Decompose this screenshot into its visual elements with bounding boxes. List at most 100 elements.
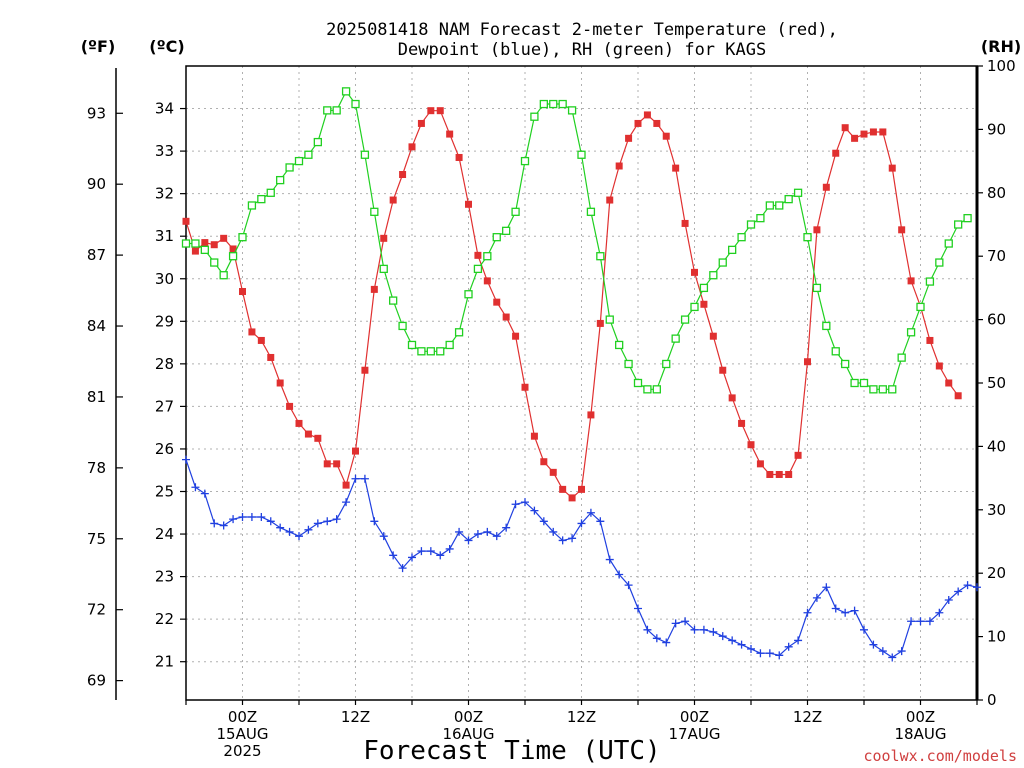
temperature-point — [643, 111, 651, 119]
fahrenheit-tick-label: 72 — [87, 601, 106, 619]
rh-point — [210, 258, 219, 267]
rh-point — [454, 328, 464, 337]
rh-tick-label: 100 — [987, 57, 1016, 75]
dewpoint-point — [775, 651, 784, 660]
temperature-point — [220, 234, 228, 242]
rh-point — [728, 245, 737, 255]
temperature-point — [342, 481, 350, 489]
celsius-axis-unit: (ºC) — [149, 37, 184, 56]
rh-point — [869, 385, 878, 394]
rh-tick-label: 20 — [987, 564, 1006, 582]
temperature-point — [907, 277, 915, 285]
temperature-point — [304, 430, 312, 438]
rh-tick-label: 60 — [987, 311, 1006, 329]
dewpoint-point — [690, 625, 699, 634]
x-tick-label: 00Z — [228, 708, 257, 726]
rh-point — [916, 302, 925, 312]
rh-point — [765, 201, 774, 210]
rh-point — [276, 175, 285, 185]
celsius-tick-label: 21 — [155, 653, 174, 671]
dewpoint-point — [473, 530, 482, 539]
rh-point — [605, 315, 614, 324]
dewpoint-point — [963, 581, 972, 590]
celsius-tick-label: 30 — [155, 270, 174, 288]
dewpoint-point — [634, 604, 642, 613]
temperature-point — [869, 128, 877, 136]
rh-point — [389, 296, 398, 305]
grid-lines — [185, 66, 978, 700]
dewpoint-point — [850, 606, 859, 615]
rh-point — [426, 347, 435, 356]
dewpoint-point — [652, 634, 661, 643]
dewpoint-point — [200, 489, 209, 498]
temperature-point — [822, 183, 830, 191]
dewpoint-point — [257, 513, 266, 522]
fahrenheit-axis-unit: (ºF) — [81, 37, 116, 56]
dewpoint-point — [351, 474, 360, 483]
dewpoint-point — [370, 517, 379, 526]
chart-title-line-2: Dewpoint (blue), RH (green) for KAGS — [398, 40, 766, 60]
rh-tick-label: 90 — [987, 120, 1006, 138]
temperature-point — [898, 226, 906, 234]
rh-point — [539, 99, 548, 109]
temperature-point — [295, 419, 303, 427]
dewpoint-point — [624, 581, 633, 590]
dewpoint-point — [483, 527, 492, 536]
dewpoint-point — [925, 617, 934, 626]
temperature-point — [578, 485, 585, 493]
rh-axis-unit: (RH) — [981, 37, 1021, 56]
temperature-point — [512, 332, 520, 340]
temperature-point — [474, 251, 482, 259]
rh-point — [360, 150, 370, 159]
dewpoint-point — [408, 553, 416, 562]
celsius-tick-label: 22 — [155, 610, 174, 628]
fahrenheit-tick-label: 81 — [87, 388, 106, 406]
fahrenheit-tick-label: 75 — [87, 530, 106, 548]
rh-point — [417, 347, 426, 356]
rh-tick-label: 10 — [987, 628, 1006, 646]
dewpoint-point — [511, 500, 520, 509]
rh-point — [756, 214, 765, 223]
dewpoint-point — [765, 649, 774, 658]
dewpoint-point — [897, 647, 906, 656]
temperature-point — [672, 164, 680, 172]
celsius-tick-label: 28 — [155, 355, 174, 373]
rh-point — [671, 334, 680, 343]
temperature-point — [483, 277, 491, 285]
temperature-point — [493, 298, 501, 306]
x-tick-label: 12Z — [567, 708, 596, 726]
rh-point — [841, 359, 850, 369]
temperature-point — [813, 226, 821, 234]
celsius-tick-label: 32 — [155, 185, 174, 203]
x-tick-label: 18AUG — [895, 725, 947, 743]
temperature-point — [380, 234, 388, 242]
rh-point — [200, 245, 209, 255]
rh-point — [549, 99, 558, 109]
rh-point — [633, 378, 643, 388]
temperature-point — [804, 358, 811, 366]
fahrenheit-tick-label: 90 — [87, 175, 106, 193]
temperature-point — [323, 460, 331, 468]
dewpoint-point — [191, 483, 200, 492]
rh-tick-label: 50 — [987, 374, 1006, 392]
rh-point — [370, 207, 379, 216]
dewpoint-point — [182, 455, 190, 464]
celsius-tick-label: 29 — [155, 312, 174, 330]
temperature-point — [436, 107, 444, 115]
temperature-point — [465, 200, 472, 208]
celsius-tick-label: 33 — [155, 142, 174, 160]
temperature-point — [191, 247, 199, 255]
temperature-point — [276, 379, 284, 387]
temperature-point — [860, 130, 868, 138]
rh-tick-label: 0 — [987, 691, 997, 709]
rh-point — [191, 239, 200, 248]
rh-point — [502, 226, 511, 235]
rh-point — [228, 252, 238, 261]
rh-point — [775, 201, 784, 210]
temperature-point — [747, 441, 755, 449]
temperature-point — [248, 328, 256, 336]
rh-point — [963, 214, 972, 223]
rh-point — [520, 156, 530, 166]
temperature-point — [841, 124, 849, 132]
rh-point — [690, 302, 699, 312]
